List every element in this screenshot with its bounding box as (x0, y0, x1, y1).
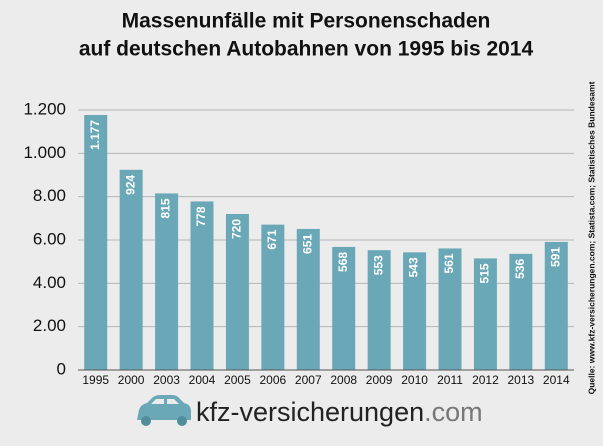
bar (261, 224, 285, 370)
data-label: 815 (159, 198, 173, 218)
x-tick-label: 2014 (543, 373, 570, 387)
chart-title: Massenunfälle mit Personenschaden (122, 10, 491, 33)
y-tick-label: 4.00 (33, 273, 66, 292)
y-tick-label: 1.000 (23, 143, 66, 162)
bar (403, 252, 427, 370)
brand-tld: .com (424, 397, 483, 427)
y-tick-label: 2.00 (33, 316, 66, 335)
bar (473, 258, 497, 370)
data-label: 543 (407, 257, 421, 277)
bar (544, 241, 568, 370)
x-tick-label: 2013 (508, 373, 535, 387)
bar (155, 193, 179, 370)
x-tick-label: 1995 (82, 373, 109, 387)
y-tick-label: 6.00 (33, 229, 66, 248)
y-tick-label: 0 (57, 359, 66, 378)
x-tick-label: 2009 (366, 373, 393, 387)
car-icon (137, 395, 191, 426)
brand-logo: kfz-versicherungen.com (196, 397, 483, 427)
bar (509, 253, 533, 370)
data-label: 536 (513, 259, 527, 279)
data-label: 568 (336, 252, 350, 272)
bar (332, 246, 356, 370)
x-tick-label: 2012 (472, 373, 499, 387)
bar (119, 169, 143, 370)
x-tick-label: 2006 (260, 373, 287, 387)
x-tick-label: 2007 (295, 373, 322, 387)
data-label: 720 (230, 219, 244, 239)
data-label: 591 (548, 247, 562, 267)
x-tick-label: 2011 (437, 373, 463, 387)
bar (438, 248, 462, 370)
data-label: 924 (123, 174, 137, 194)
bar (367, 250, 391, 370)
x-tick-label: 2005 (224, 373, 251, 387)
source-note: Quelle: www.kfz-versicherungen.com; Stat… (586, 81, 596, 394)
bar (190, 201, 214, 370)
data-label: 561 (442, 253, 456, 273)
data-label: 671 (265, 229, 279, 249)
data-label: 1.177 (88, 120, 102, 150)
x-tick-label: 2003 (153, 373, 180, 387)
brand-name: kfz-versicherungen (196, 397, 424, 427)
x-tick-label: 2008 (330, 373, 357, 387)
chart-title: auf deutschen Autobahnen von 1995 bis 20… (79, 38, 534, 61)
y-tick-label: 8.00 (33, 186, 66, 205)
x-tick-label: 2000 (118, 373, 145, 387)
bar (225, 214, 249, 370)
data-label: 515 (478, 263, 492, 283)
x-tick-label: 2004 (189, 373, 216, 387)
x-tick-label: 2010 (401, 373, 428, 387)
data-label: 651 (300, 234, 314, 254)
data-label: 778 (194, 206, 208, 226)
data-label: 553 (371, 255, 385, 275)
y-tick-label: 1.200 (23, 99, 66, 118)
bar (84, 114, 108, 370)
bar (296, 228, 320, 370)
